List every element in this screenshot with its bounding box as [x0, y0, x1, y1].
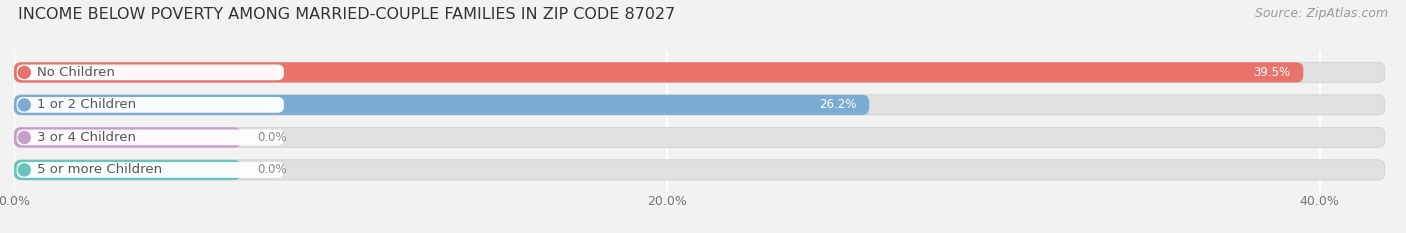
- Circle shape: [18, 164, 31, 176]
- FancyBboxPatch shape: [17, 162, 284, 178]
- FancyBboxPatch shape: [14, 95, 1385, 115]
- Circle shape: [18, 131, 31, 143]
- FancyBboxPatch shape: [14, 127, 242, 147]
- Text: 26.2%: 26.2%: [818, 98, 856, 111]
- FancyBboxPatch shape: [17, 97, 284, 113]
- FancyBboxPatch shape: [14, 160, 242, 180]
- FancyBboxPatch shape: [14, 62, 1385, 82]
- Text: 3 or 4 Children: 3 or 4 Children: [37, 131, 136, 144]
- Circle shape: [18, 66, 31, 78]
- Text: 1 or 2 Children: 1 or 2 Children: [37, 98, 136, 111]
- FancyBboxPatch shape: [14, 62, 1303, 82]
- Circle shape: [18, 99, 31, 111]
- FancyBboxPatch shape: [14, 127, 1385, 147]
- Text: INCOME BELOW POVERTY AMONG MARRIED-COUPLE FAMILIES IN ZIP CODE 87027: INCOME BELOW POVERTY AMONG MARRIED-COUPL…: [18, 7, 675, 22]
- FancyBboxPatch shape: [14, 95, 869, 115]
- Text: No Children: No Children: [37, 66, 115, 79]
- Text: 0.0%: 0.0%: [257, 163, 287, 176]
- Text: 39.5%: 39.5%: [1253, 66, 1291, 79]
- FancyBboxPatch shape: [17, 130, 284, 145]
- Text: Source: ZipAtlas.com: Source: ZipAtlas.com: [1254, 7, 1388, 20]
- Text: 5 or more Children: 5 or more Children: [37, 163, 162, 176]
- FancyBboxPatch shape: [17, 65, 284, 80]
- Text: 0.0%: 0.0%: [257, 131, 287, 144]
- FancyBboxPatch shape: [14, 160, 1385, 180]
